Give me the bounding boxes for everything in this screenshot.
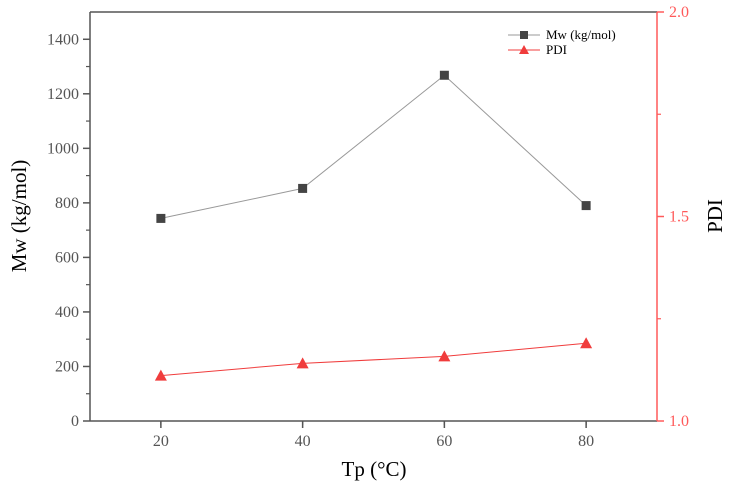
y-axis-right-title: PDI (703, 199, 727, 233)
legend-label-pdi: PDI (546, 42, 567, 57)
legend: Mw (kg/mol)PDI (508, 27, 616, 57)
data-point-pdi (296, 357, 309, 369)
legend-marker-pdi (519, 45, 529, 54)
legend-marker-mw-kg-mol (520, 31, 528, 39)
x-tick-label: 80 (578, 433, 594, 450)
axes: 20 40 60 8002004006008001000120014001.01.52… (47, 4, 689, 450)
y-left-tick-label: 400 (55, 304, 79, 321)
y-left-tick-label: 200 (55, 358, 79, 375)
x-tick-label: 40 (295, 433, 311, 450)
data-point-pdi (438, 350, 451, 362)
data-point-pdi (580, 337, 593, 349)
series-layer (154, 70, 593, 381)
data-point-mw-kg-mol (581, 201, 591, 211)
x-axis-title: Tp (°C) (342, 457, 407, 481)
y-left-tick-label: 0 (71, 413, 79, 430)
y-axis-left-title: Mw (kg/mol) (7, 160, 31, 273)
series-line-pdi (160, 342, 587, 377)
series-line-mw-kg-mol (160, 74, 587, 219)
data-point-mw-kg-mol (439, 70, 449, 80)
data-point-pdi (154, 369, 167, 381)
x-tick-label: 20 (153, 433, 169, 450)
y-right-tick-label: 2.0 (669, 4, 689, 21)
y-left-tick-label: 800 (55, 195, 79, 212)
y-left-tick-label: 1000 (47, 140, 79, 157)
y-right-tick-label: 1.0 (669, 413, 689, 430)
legend-label-mw-kg-mol: Mw (kg/mol) (546, 27, 616, 42)
x-tick-label: 60 (436, 433, 452, 450)
y-left-tick-label: 1400 (47, 31, 79, 48)
y-right-tick-label: 1.5 (669, 209, 689, 226)
y-left-tick-label: 1200 (47, 86, 79, 103)
data-point-mw-kg-mol (298, 183, 308, 193)
y-left-tick-label: 600 (55, 249, 79, 266)
data-point-mw-kg-mol (156, 213, 166, 223)
